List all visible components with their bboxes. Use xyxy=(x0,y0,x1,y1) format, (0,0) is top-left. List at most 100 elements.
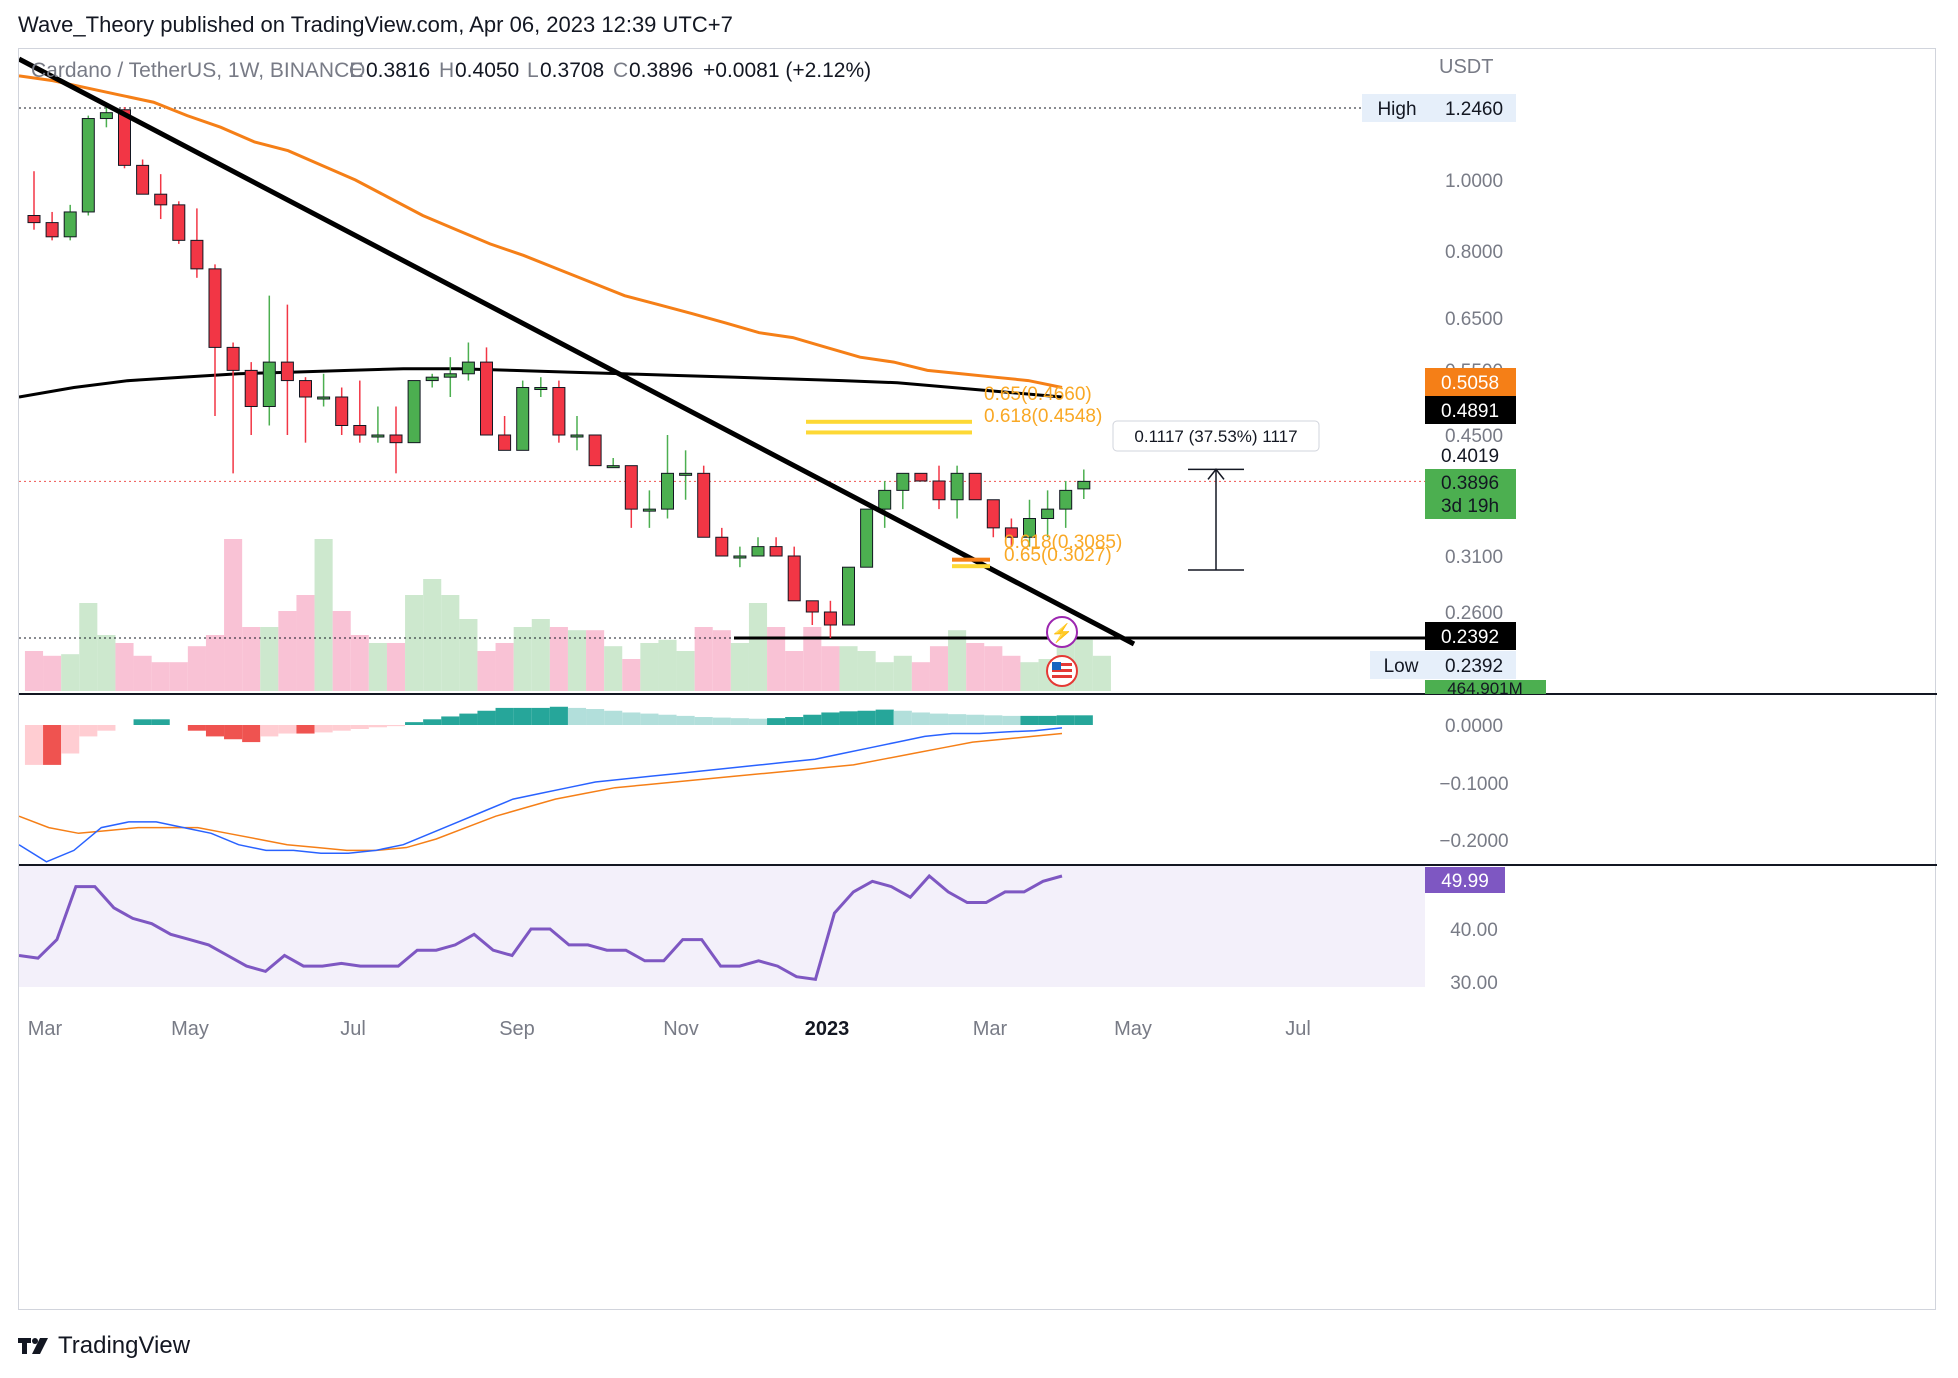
candle-body xyxy=(299,380,312,398)
macd-histogram-bar xyxy=(785,717,804,725)
svg-text:Low: Low xyxy=(1384,656,1419,677)
macd-histogram-bar xyxy=(368,725,387,728)
macd-histogram-bar xyxy=(640,713,659,725)
ma-black-label: 0.4891 xyxy=(1425,396,1516,424)
fib-zone-lower-a xyxy=(952,557,990,562)
candle-body xyxy=(280,361,294,382)
support-label: 0.2392 xyxy=(1425,622,1516,650)
volume-bar xyxy=(785,651,804,691)
macd-histogram-bar xyxy=(43,725,62,765)
volume-bar xyxy=(441,595,460,691)
lightning-event-icon[interactable]: ⚡ xyxy=(1046,616,1078,648)
candle-body xyxy=(697,472,711,538)
volume-bar xyxy=(260,627,279,691)
candle-body xyxy=(480,361,493,436)
candle-body xyxy=(443,373,457,378)
candle-body xyxy=(1059,489,1073,510)
time-tick: Nov xyxy=(663,1018,699,1040)
macd-histogram-bar xyxy=(911,712,930,725)
volume-bar xyxy=(24,651,44,691)
volume-bar xyxy=(984,646,1003,691)
volume-bar xyxy=(350,635,369,691)
candle-body xyxy=(588,434,602,467)
macd-histogram-bar xyxy=(1038,715,1057,725)
svg-text:464.901M: 464.901M xyxy=(1447,679,1523,698)
volume-bar xyxy=(224,539,243,691)
ema-orange-line xyxy=(19,74,1063,389)
macd-histogram-bar xyxy=(893,710,912,725)
macd-histogram-bar xyxy=(730,718,749,725)
macd-histogram-bar xyxy=(242,725,261,743)
publisher-header: Wave_Theory published on TradingView.com… xyxy=(18,12,733,37)
candle-body xyxy=(353,425,367,436)
time-tick: Sep xyxy=(499,1018,535,1040)
time-tick: Mar xyxy=(28,1018,63,1040)
macd-histogram-bar xyxy=(260,725,279,737)
volume-bar xyxy=(459,619,478,691)
macd-histogram-bar xyxy=(821,712,840,725)
macd-histogram-bar xyxy=(929,713,949,725)
volume-bar xyxy=(712,630,731,691)
macd-histogram-bar xyxy=(531,707,550,725)
candle-body xyxy=(208,268,222,348)
rsi-tick: 40.00 xyxy=(1450,920,1498,941)
candle-body xyxy=(679,472,693,476)
volume-bar xyxy=(803,627,822,691)
high-marker: High 1.2460 xyxy=(1362,94,1516,122)
macd-histogram-bar xyxy=(314,725,333,733)
trendline xyxy=(19,56,1136,647)
candle-body xyxy=(317,396,331,400)
macd-histogram-bar xyxy=(549,706,568,725)
macd-histogram-bar xyxy=(350,725,369,729)
macd-line xyxy=(19,727,1063,863)
volume-bar xyxy=(948,630,967,691)
volume-bar xyxy=(911,662,930,691)
volume-bar xyxy=(586,630,605,691)
drawings: 0.618(0.4548)0.65(0.4660)0.618(0.3085)0.… xyxy=(19,56,1244,647)
candle-body xyxy=(570,434,584,438)
candle-body xyxy=(986,499,1000,529)
low-marker: Low 0.2392 xyxy=(1370,651,1516,679)
time-tick: May xyxy=(1114,1018,1152,1040)
macd-tick: −0.1000 xyxy=(1439,774,1508,795)
volume-bar xyxy=(405,595,424,691)
symbol-title: Cardano / TetherUS, 1W, BINANCE xyxy=(31,59,363,82)
time-axis: Mar May Jul Sep Nov 2023 Mar May Jul xyxy=(28,1018,1311,1040)
candle-body xyxy=(950,472,964,501)
candle-body xyxy=(81,118,95,213)
macd-histogram-bar xyxy=(1056,715,1075,725)
volume-bar xyxy=(966,643,985,691)
macd-histogram-bar xyxy=(839,711,858,725)
volume-bar xyxy=(151,662,170,691)
candle-body xyxy=(642,508,656,512)
candle-body xyxy=(914,472,928,482)
macd-tick: −0.2000 xyxy=(1439,831,1508,852)
volume-bar xyxy=(477,651,496,691)
candlestick-series xyxy=(27,104,1091,638)
macd-histogram-bar xyxy=(332,725,351,731)
volume-bar xyxy=(332,611,351,691)
candle-body xyxy=(1004,527,1018,538)
candle-body xyxy=(244,369,258,408)
volume-bar xyxy=(61,654,80,691)
fib-label: 0.618(0.4548) xyxy=(984,406,1102,427)
ohlc-close: 0.3896 xyxy=(629,59,693,82)
footer-brand-text: TradingView xyxy=(58,1332,191,1359)
candle-body xyxy=(45,222,59,238)
tradingview-logo-icon xyxy=(18,1338,48,1354)
fib-label: 0.65(0.3027) xyxy=(1004,545,1112,566)
candle-body xyxy=(661,472,674,510)
candle-body xyxy=(262,361,276,408)
svg-text:C: C xyxy=(613,59,628,82)
volume-bar xyxy=(839,646,858,691)
footer-brand[interactable]: TradingView xyxy=(18,1332,190,1360)
ohlc-change: +0.0081 (+2.12%) xyxy=(703,59,871,82)
candle-body xyxy=(99,112,113,120)
macd-histogram-bar xyxy=(296,725,315,734)
macd-histogram-bar xyxy=(1074,715,1093,725)
us-flag-event-icon[interactable] xyxy=(1046,655,1078,687)
volume-bar xyxy=(567,630,587,691)
macd-histogram-bar xyxy=(1002,715,1021,725)
volume-bar xyxy=(748,603,768,691)
volume-bar xyxy=(531,619,550,691)
